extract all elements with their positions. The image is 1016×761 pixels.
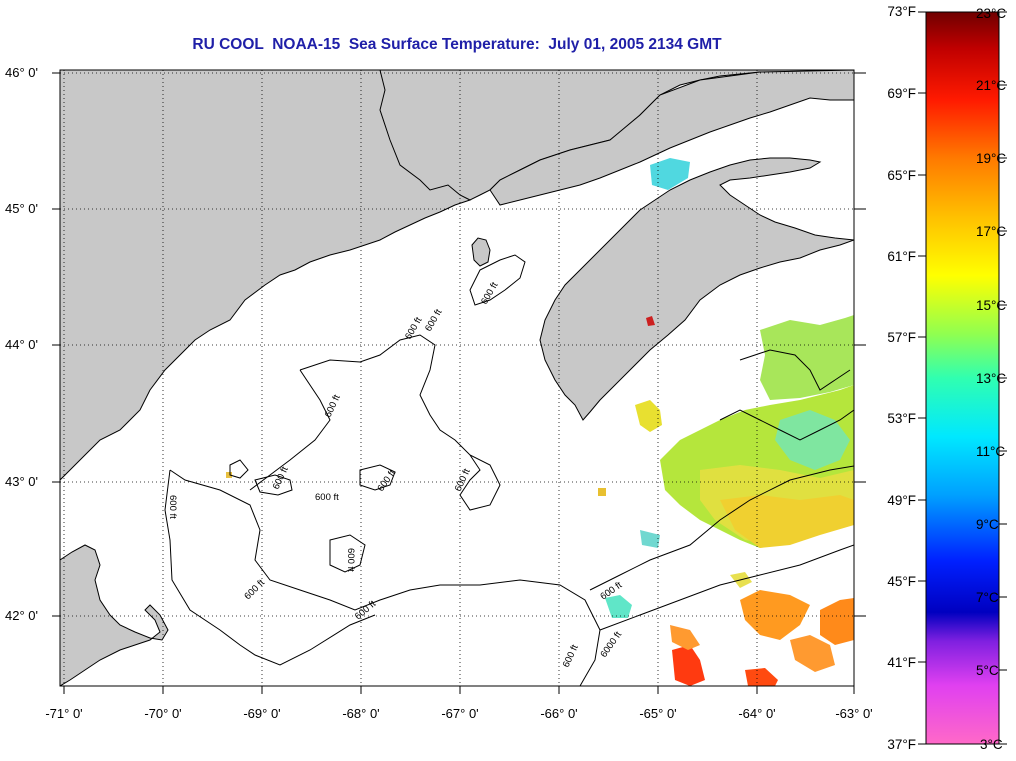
celsius-label: 19°C xyxy=(976,151,1006,166)
fahrenheit-label: 57°F xyxy=(887,330,916,345)
celsius-label: 11°C xyxy=(976,444,1005,459)
celsius-label: 5°C xyxy=(976,663,999,678)
longitude-labels: -71° 0' -70° 0' -69° 0' -68° 0' -67° 0' … xyxy=(45,706,872,721)
lon-label: -64° 0' xyxy=(738,706,775,721)
contour-label: 600 ft xyxy=(167,495,178,519)
celsius-label: 3°C xyxy=(980,737,1003,752)
lat-label: 44° 0' xyxy=(5,337,38,352)
graticule xyxy=(60,70,854,686)
lon-label: -69° 0' xyxy=(243,706,280,721)
colorbar-celsius-labels: 23°C 21°C 19°C 17°C 15°C 13°C 11°C 9°C 7… xyxy=(976,6,1006,752)
fahrenheit-label: 73°F xyxy=(887,4,916,19)
contour-label: 600 ft xyxy=(315,492,339,503)
fahrenheit-label: 41°F xyxy=(887,655,916,670)
lat-label: 42° 0' xyxy=(5,608,38,623)
lon-label: -66° 0' xyxy=(540,706,577,721)
celsius-label: 17°C xyxy=(976,224,1006,239)
colorbar-fahrenheit-labels: 73°F 69°F 65°F 61°F 57°F 53°F 49°F 45°F … xyxy=(887,4,916,752)
celsius-label: 15°C xyxy=(976,298,1006,313)
bathymetry-contours xyxy=(164,254,854,686)
axis-ticks xyxy=(52,72,866,694)
contour-label: 600 ft xyxy=(345,548,356,572)
fahrenheit-label: 69°F xyxy=(887,86,916,101)
lon-label: -70° 0' xyxy=(144,706,181,721)
land-nova-scotia xyxy=(539,157,854,421)
fahrenheit-label: 53°F xyxy=(887,411,916,426)
lat-label: 45° 0' xyxy=(5,201,38,216)
fahrenheit-label: 49°F xyxy=(887,493,916,508)
map-frame xyxy=(59,69,855,687)
colorbar-ticks xyxy=(918,11,1007,745)
fahrenheit-label: 61°F xyxy=(887,249,916,264)
lon-label: -63° 0' xyxy=(835,706,872,721)
celsius-label: 9°C xyxy=(976,517,999,532)
celsius-label: 21°C xyxy=(976,78,1006,93)
land-grand-manan xyxy=(471,237,491,267)
lat-label: 43° 0' xyxy=(5,474,38,489)
fahrenheit-label: 65°F xyxy=(887,168,916,183)
fahrenheit-label: 45°F xyxy=(887,574,916,589)
map-title: RU COOL NOAA-15 Sea Surface Temperature:… xyxy=(192,36,722,53)
colorbar xyxy=(925,11,1000,745)
celsius-label: 7°C xyxy=(976,590,999,605)
celsius-label: 23°C xyxy=(976,6,1006,21)
land-cape-cod xyxy=(60,544,169,686)
lon-label: -67° 0' xyxy=(441,706,478,721)
lon-label: -68° 0' xyxy=(342,706,379,721)
lat-label: 46° 0' xyxy=(5,65,38,80)
fahrenheit-label: 37°F xyxy=(887,737,916,752)
lon-label: -65° 0' xyxy=(639,706,676,721)
latitude-labels: 46° 0' 45° 0' 44° 0' 43° 0' 42° 0' xyxy=(5,65,38,623)
land-new-brunswick xyxy=(489,70,854,206)
lon-label: -71° 0' xyxy=(45,706,82,721)
celsius-label: 13°C xyxy=(976,371,1006,386)
